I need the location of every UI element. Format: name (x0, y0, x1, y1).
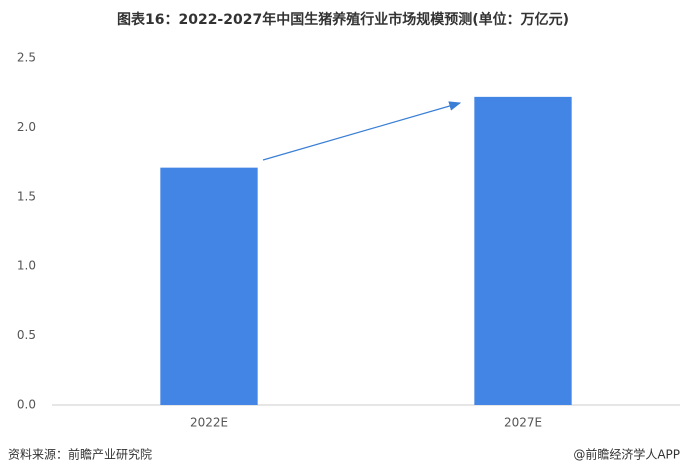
x-tick-label: 2022E (190, 416, 228, 430)
x-tick-label: 2027E (504, 416, 542, 430)
trend-arrow (262, 101, 462, 161)
bar (160, 167, 258, 405)
chart-title: 图表16：2022-2027年中国生猪养殖行业市场规模预测(单位：万亿元) (117, 11, 569, 28)
y-tick-label: 0.0 (17, 398, 36, 412)
y-tick-label: 2.0 (17, 120, 36, 134)
source: 资料来源：前瞻产业研究院 (8, 447, 152, 462)
y-tick-label: 2.5 (17, 51, 36, 65)
y-tick-label: 0.5 (17, 328, 36, 342)
bar (474, 96, 572, 405)
credit: @前瞻经济学人APP (573, 447, 680, 462)
y-tick-label: 1.5 (17, 189, 36, 203)
y-tick-label: 1.0 (17, 259, 36, 273)
